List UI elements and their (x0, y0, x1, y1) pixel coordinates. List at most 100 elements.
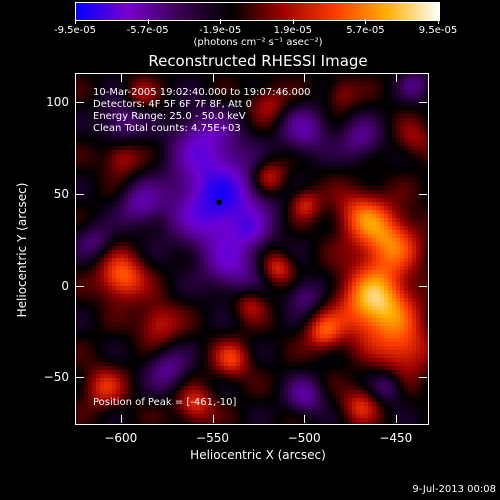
heatmap-cell (352, 138, 356, 142)
heatmap-cell (260, 142, 264, 146)
heatmap-cell (92, 250, 96, 254)
heatmap-cell (240, 242, 244, 246)
heatmap-cell (164, 74, 168, 78)
heatmap-cell (108, 298, 112, 302)
heatmap-cell (416, 286, 420, 290)
heatmap-cell (152, 190, 156, 194)
heatmap-cell (104, 298, 108, 302)
heatmap-cell (148, 286, 152, 290)
heatmap-cell (144, 182, 148, 186)
heatmap-cell (188, 130, 192, 134)
heatmap-cell (400, 286, 404, 290)
heatmap-cell (188, 122, 192, 126)
heatmap-cell (216, 258, 220, 262)
heatmap-cell (212, 254, 216, 258)
heatmap-cell (308, 178, 312, 182)
heatmap-cell (388, 186, 392, 190)
heatmap-cell (96, 142, 100, 146)
heatmap-cell (388, 242, 392, 246)
heatmap-cell (124, 198, 128, 202)
heatmap-cell (288, 106, 292, 110)
heatmap-cell (416, 146, 420, 150)
heatmap-cell (324, 294, 328, 298)
heatmap-cell (84, 142, 88, 146)
heatmap-cell (328, 214, 332, 218)
heatmap-cell (108, 102, 112, 106)
heatmap-cell (308, 122, 312, 126)
heatmap-cell (232, 170, 236, 174)
heatmap-cell (376, 234, 380, 238)
heatmap-cell (236, 162, 240, 166)
heatmap-cell (144, 218, 148, 222)
heatmap-cell (384, 234, 388, 238)
heatmap-cell (148, 190, 152, 194)
heatmap-cell (356, 142, 360, 146)
heatmap-cell (324, 82, 328, 86)
heatmap-cell (228, 234, 232, 238)
heatmap-cell (312, 198, 316, 202)
heatmap-cell (100, 122, 104, 126)
heatmap-cell (212, 162, 216, 166)
heatmap-cell (332, 74, 336, 78)
heatmap-cell (188, 194, 192, 198)
heatmap-cell (152, 126, 156, 130)
heatmap-cell (324, 146, 328, 150)
heatmap-cell (348, 82, 352, 86)
heatmap-cell (172, 290, 176, 294)
heatmap-cell (280, 226, 284, 230)
heatmap-cell (240, 182, 244, 186)
heatmap-cell (376, 106, 380, 110)
heatmap-cell (312, 270, 316, 274)
heatmap-cell (160, 146, 164, 150)
heatmap-cell (348, 234, 352, 238)
heatmap-cell (304, 174, 308, 178)
heatmap-cell (244, 290, 248, 294)
heatmap-cell (148, 158, 152, 162)
heatmap-cell (92, 122, 96, 126)
heatmap-cell (136, 278, 140, 282)
heatmap-cell (228, 286, 232, 290)
heatmap-cell (140, 238, 144, 242)
heatmap-cell (392, 98, 396, 102)
heatmap-cell (292, 74, 296, 78)
colorbar-unit: (photons cm⁻² s⁻¹ asec⁻²) (193, 37, 323, 48)
heatmap-cell (156, 178, 160, 182)
heatmap-cell (356, 226, 360, 230)
heatmap-cell (136, 222, 140, 226)
heatmap-cell (320, 158, 324, 162)
heatmap-cell (92, 118, 96, 122)
heatmap-cell (396, 274, 400, 278)
heatmap-cell (244, 278, 248, 282)
heatmap-cell (192, 102, 196, 106)
heatmap-cell (340, 118, 344, 122)
heatmap-cell (240, 266, 244, 270)
heatmap-cell (324, 94, 328, 98)
heatmap-cell (196, 82, 200, 86)
heatmap-cell (348, 166, 352, 170)
heatmap-cell (252, 210, 256, 214)
heatmap-cell (160, 214, 164, 218)
heatmap-cell (260, 94, 264, 98)
heatmap-cell (128, 198, 132, 202)
heatmap-cell (176, 250, 180, 254)
heatmap-cell (312, 214, 316, 218)
heatmap-cell (208, 242, 212, 246)
heatmap-cell (272, 230, 276, 234)
heatmap-cell (196, 210, 200, 214)
heatmap-cell (148, 290, 152, 294)
heatmap-cell (176, 254, 180, 258)
heatmap-cell (204, 226, 208, 230)
heatmap-cell (344, 90, 348, 94)
heatmap-cell (80, 250, 84, 254)
heatmap-cell (116, 214, 120, 218)
heatmap-cell (236, 234, 240, 238)
heatmap-cell (200, 146, 204, 150)
heatmap-cell (260, 122, 264, 126)
heatmap-cell (76, 182, 80, 186)
heatmap-cell (328, 294, 332, 298)
heatmap-cell (408, 82, 412, 86)
heatmap-cell (356, 150, 360, 154)
heatmap-cell (172, 242, 176, 246)
heatmap-cell (272, 142, 276, 146)
heatmap-cell (328, 118, 332, 122)
